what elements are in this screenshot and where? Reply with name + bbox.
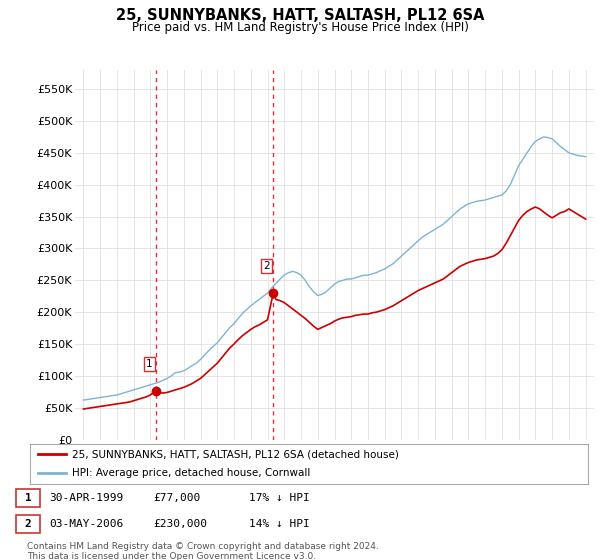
Text: 2: 2 <box>263 262 270 271</box>
Text: 14% ↓ HPI: 14% ↓ HPI <box>249 519 310 529</box>
Text: 1: 1 <box>146 359 152 369</box>
Text: HPI: Average price, detached house, Cornwall: HPI: Average price, detached house, Corn… <box>72 468 310 478</box>
Text: 1: 1 <box>25 493 32 503</box>
Text: 25, SUNNYBANKS, HATT, SALTASH, PL12 6SA (detached house): 25, SUNNYBANKS, HATT, SALTASH, PL12 6SA … <box>72 449 399 459</box>
Text: £77,000: £77,000 <box>153 493 200 503</box>
Text: £230,000: £230,000 <box>153 519 207 529</box>
Text: Contains HM Land Registry data © Crown copyright and database right 2024.
This d: Contains HM Land Registry data © Crown c… <box>27 542 379 560</box>
Text: 17% ↓ HPI: 17% ↓ HPI <box>249 493 310 503</box>
Text: 30-APR-1999: 30-APR-1999 <box>49 493 124 503</box>
Text: 25, SUNNYBANKS, HATT, SALTASH, PL12 6SA: 25, SUNNYBANKS, HATT, SALTASH, PL12 6SA <box>116 8 484 24</box>
Text: 03-MAY-2006: 03-MAY-2006 <box>49 519 124 529</box>
Text: 2: 2 <box>25 519 32 529</box>
Text: Price paid vs. HM Land Registry's House Price Index (HPI): Price paid vs. HM Land Registry's House … <box>131 21 469 34</box>
